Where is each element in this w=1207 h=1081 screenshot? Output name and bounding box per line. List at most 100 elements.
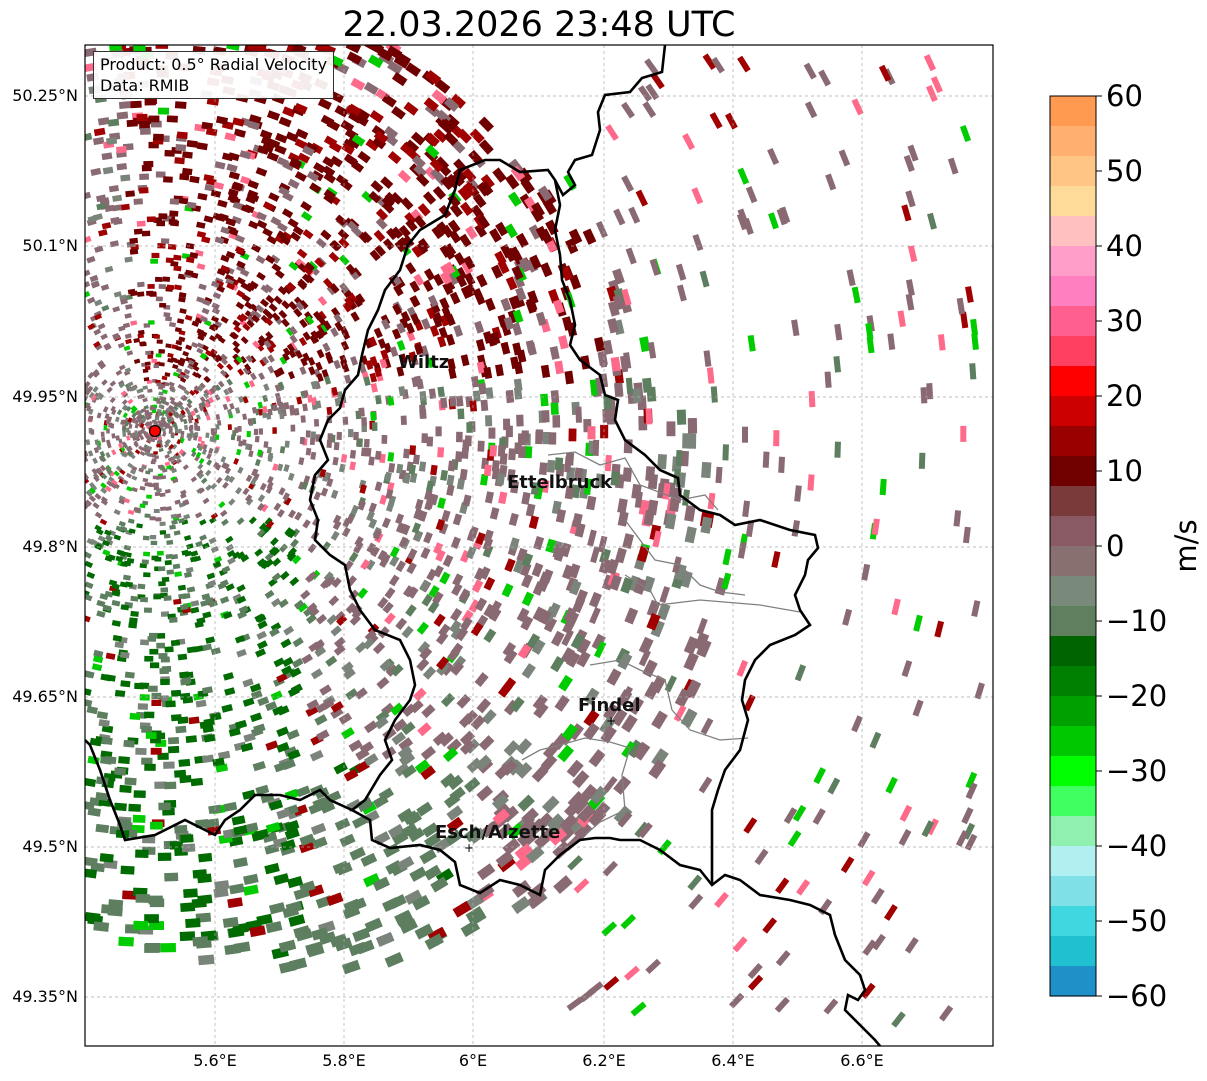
- radar-echo-bin: [647, 341, 657, 359]
- radar-echo-bin: [475, 597, 488, 612]
- radar-echo-bin: [216, 285, 226, 293]
- radar-echo-bin: [161, 576, 170, 583]
- radar-echo-bin: [261, 560, 271, 570]
- radar-echo-bin: [294, 102, 308, 115]
- radar-echo-bin: [253, 472, 260, 481]
- colorbar-cell: [1050, 546, 1096, 577]
- radar-echo-bin: [145, 434, 151, 440]
- radar-echo-bin: [197, 192, 208, 201]
- radar-echo-bin: [289, 325, 298, 336]
- radar-echo-bin: [196, 221, 206, 229]
- radar-echo-bin: [168, 616, 178, 623]
- radar-echo-bin: [500, 297, 512, 312]
- radar-echo-bin: [101, 736, 113, 746]
- radar-echo-bin: [201, 542, 210, 550]
- colorbar-cell: [1050, 636, 1096, 667]
- radar-echo-bin: [549, 346, 560, 360]
- radar-echo-bin: [135, 849, 149, 859]
- radar-echo-bin: [553, 875, 573, 895]
- radar-echo-bin: [216, 268, 226, 276]
- radar-echo-bin: [316, 373, 324, 383]
- radar-echo-bin: [696, 617, 708, 635]
- radar-echo-bin: [449, 203, 463, 218]
- radar-echo-bin: [296, 396, 303, 405]
- radar-echo-bin: [166, 418, 172, 424]
- radar-echo-bin: [700, 516, 713, 534]
- radar-echo-bin: [478, 116, 494, 133]
- radar-echo-bin: [166, 464, 172, 470]
- radar-echo-bin: [345, 602, 357, 614]
- radar-echo-bin: [143, 376, 150, 382]
- radar-echo-bin: [166, 539, 174, 545]
- radar-echo-bin: [428, 585, 440, 598]
- radar-echo-bin: [904, 936, 919, 954]
- radar-echo-bin: [220, 456, 227, 463]
- radar-echo-bin: [91, 663, 103, 672]
- radar-echo-bin: [314, 257, 325, 268]
- radar-echo-bin: [694, 631, 710, 651]
- radar-echo-bin: [283, 464, 290, 473]
- radar-echo-bin: [326, 119, 341, 132]
- radar-echo-bin: [165, 506, 172, 511]
- radar-echo-bin: [333, 441, 340, 451]
- radar-echo-bin: [85, 388, 91, 396]
- radar-echo-bin: [125, 405, 132, 412]
- lon-label-6-6: 6.6°E: [840, 1051, 884, 1070]
- radar-echo-bin: [206, 453, 212, 460]
- radar-echo-bin: [310, 822, 327, 836]
- radar-echo-bin: [100, 431, 105, 438]
- radar-echo-bin: [622, 467, 633, 483]
- radar-echo-bin: [128, 423, 133, 429]
- radar-echo-bin: [203, 376, 211, 383]
- radar-echo-bin: [226, 282, 236, 291]
- radar-echo-bin: [444, 261, 456, 275]
- lon-label-6-4: 6.4°E: [711, 1051, 755, 1070]
- radar-echo-bin: [243, 381, 251, 389]
- radar-echo-bin: [480, 174, 495, 190]
- radar-echo-bin: [474, 291, 486, 306]
- radar-echo-bin: [323, 135, 338, 148]
- radar-echo-bin: [491, 459, 500, 472]
- radar-echo-bin: [332, 514, 342, 525]
- radar-echo-bin: [621, 175, 635, 193]
- radar-echo-bin: [163, 761, 175, 769]
- radar-echo-bin: [309, 749, 324, 762]
- radar-echo-bin: [449, 619, 462, 634]
- radar-echo-bin: [186, 543, 194, 550]
- radar-echo-bin: [184, 424, 188, 430]
- radar-echo-bin: [953, 510, 962, 527]
- radar-echo-bin: [520, 615, 534, 631]
- radar-echo-bin: [154, 556, 162, 562]
- radar-echo-bin: [921, 820, 935, 838]
- radar-echo-bin: [397, 855, 415, 871]
- radar-echo-bin: [205, 636, 216, 644]
- radar-echo-bin: [435, 549, 446, 562]
- radar-echo-bin: [122, 890, 137, 900]
- radar-echo-bin: [156, 339, 163, 344]
- radar-echo-bin: [862, 939, 877, 956]
- radar-echo-bin: [703, 350, 712, 367]
- radar-echo-bin: [306, 699, 320, 711]
- radar-echo-bin: [505, 174, 520, 190]
- radar-echo-bin: [588, 749, 606, 768]
- radar-echo-bin: [100, 472, 108, 480]
- radar-echo-bin: [124, 367, 132, 374]
- radar-echo-bin: [791, 319, 800, 337]
- radar-echo-bin: [158, 348, 166, 354]
- radar-echo-bin: [244, 363, 252, 372]
- radar-echo-bin: [151, 409, 157, 414]
- radar-echo-bin: [289, 159, 302, 171]
- radar-echo-bin: [225, 535, 234, 544]
- radar-echo-bin: [143, 572, 151, 578]
- radar-echo-bin: [411, 522, 422, 534]
- radar-echo-bin: [899, 804, 913, 822]
- radar-echo-bin: [247, 120, 260, 131]
- radar-echo-bin: [389, 346, 399, 357]
- radar-echo-bin: [628, 206, 641, 224]
- radar-echo-bin: [93, 370, 100, 378]
- radar-echo-bin: [196, 347, 204, 355]
- radar-echo-bin: [391, 328, 402, 340]
- radar-echo-bin: [273, 873, 290, 886]
- radar-echo-bin: [419, 579, 431, 593]
- radar-echo-bin: [242, 396, 249, 404]
